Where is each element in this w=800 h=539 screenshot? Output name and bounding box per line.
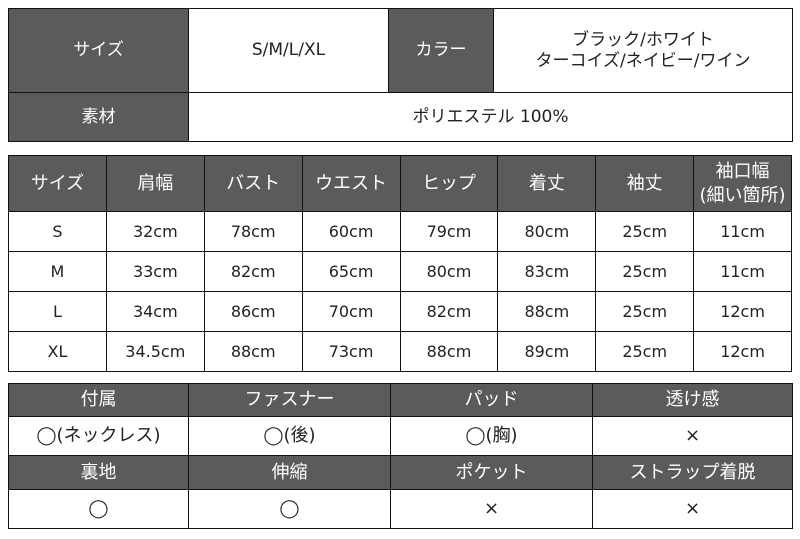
- size-row: XL 34.5cm 88cm 73cm 88cm 89cm 25cm 12cm: [8, 331, 792, 372]
- size-cell: 89cm: [497, 331, 597, 372]
- size-cell: 73cm: [301, 331, 401, 372]
- color-label: カラー: [388, 8, 494, 93]
- size-row: L 34cm 86cm 70cm 82cm 88cm 25cm 12cm: [8, 291, 792, 332]
- size-cell: 88cm: [399, 331, 499, 372]
- size-cell: 12cm: [693, 291, 792, 332]
- feature-label: ポケット: [390, 455, 593, 490]
- header-cell: サイズ: [8, 155, 107, 212]
- size-cell: 12cm: [693, 331, 792, 372]
- size-cell: 65cm: [301, 251, 401, 292]
- feature-value: ×: [592, 489, 793, 529]
- size-cell: 11cm: [693, 251, 792, 292]
- feature-label: ファスナー: [188, 383, 391, 417]
- size-cell: 79cm: [399, 211, 499, 252]
- feature-label: 透け感: [592, 383, 793, 417]
- size-cell: 32cm: [105, 211, 205, 252]
- feature-value: ◯: [8, 489, 189, 529]
- feature-value: ◯: [188, 489, 391, 529]
- color-value: ブラック/ホワイト ターコイズ/ネイビー/ワイン: [493, 8, 793, 93]
- feature-value: ◯(ネックレス): [8, 416, 189, 456]
- size-cell: 82cm: [203, 251, 303, 292]
- size-cell: 86cm: [203, 291, 303, 332]
- size-cell: 88cm: [497, 291, 597, 332]
- header-line: 袖口幅: [715, 161, 770, 183]
- feature-label: パッド: [390, 383, 593, 417]
- header-cell: 袖丈: [595, 155, 695, 212]
- feature-label: 裏地: [8, 455, 189, 490]
- size-cell: 34cm: [105, 291, 205, 332]
- size-cell: 11cm: [693, 211, 792, 252]
- header-cell: 着丈: [497, 155, 597, 212]
- color-line: ターコイズ/ネイビー/ワイン: [535, 50, 751, 71]
- size-value: S/M/L/XL: [188, 8, 389, 93]
- size-header-row: サイズ 肩幅 バスト ウエスト ヒップ 着丈 袖丈 袖口幅 (細い箇所): [8, 155, 792, 212]
- feature-value: ◯(胸): [390, 416, 593, 456]
- header-cell: ウエスト: [301, 155, 401, 212]
- feature-label: 伸縮: [188, 455, 391, 490]
- features-table: 付属 ファスナー パッド 透け感 ◯(ネックレス) ◯(後) ◯(胸) × 裏地 伸縮 ポケット…: [8, 383, 793, 529]
- size-cell: 80cm: [497, 211, 597, 252]
- size-cell: 80cm: [399, 251, 499, 292]
- size-cell: 25cm: [595, 211, 695, 252]
- header-cell: バスト: [203, 155, 303, 212]
- size-cell: 33cm: [105, 251, 205, 292]
- size-table: サイズ 肩幅 バスト ウエスト ヒップ 着丈 袖丈 袖口幅 (細い箇所) S 32c…: [8, 155, 792, 372]
- size-cell: 88cm: [203, 331, 303, 372]
- size-cell: 34.5cm: [105, 331, 205, 372]
- size-row: M 33cm 82cm 65cm 80cm 83cm 25cm 11cm: [8, 251, 792, 292]
- size-cell: 60cm: [301, 211, 401, 252]
- size-cell: 25cm: [595, 251, 695, 292]
- size-cell: 70cm: [301, 291, 401, 332]
- size-cell: 78cm: [203, 211, 303, 252]
- size-cell: XL: [8, 331, 107, 372]
- size-label: サイズ: [8, 8, 189, 93]
- feature-label: 付属: [8, 383, 189, 417]
- size-cell: L: [8, 291, 107, 332]
- feature-value: ×: [592, 416, 793, 456]
- header-cell: ヒップ: [399, 155, 499, 212]
- feature-label: ストラップ着脱: [592, 455, 793, 490]
- size-cell: M: [8, 251, 107, 292]
- size-cell: 82cm: [399, 291, 499, 332]
- feature-value: ×: [390, 489, 593, 529]
- header-line: (細い箇所): [699, 184, 786, 206]
- size-row: S 32cm 78cm 60cm 79cm 80cm 25cm 11cm: [8, 211, 792, 252]
- spec-table: サイズ S/M/L/XL カラー ブラック/ホワイト ターコイズ/ネイビー/ワイン…: [8, 8, 793, 142]
- feature-value: ◯(後): [188, 416, 391, 456]
- header-cell: 袖口幅 (細い箇所): [693, 155, 792, 212]
- header-cell: 肩幅: [105, 155, 205, 212]
- size-cell: S: [8, 211, 107, 252]
- size-cell: 25cm: [595, 291, 695, 332]
- size-cell: 25cm: [595, 331, 695, 372]
- size-cell: 83cm: [497, 251, 597, 292]
- color-line: ブラック/ホワイト: [572, 30, 714, 51]
- material-label: 素材: [8, 92, 189, 142]
- material-value: ポリエステル 100%: [188, 92, 793, 142]
